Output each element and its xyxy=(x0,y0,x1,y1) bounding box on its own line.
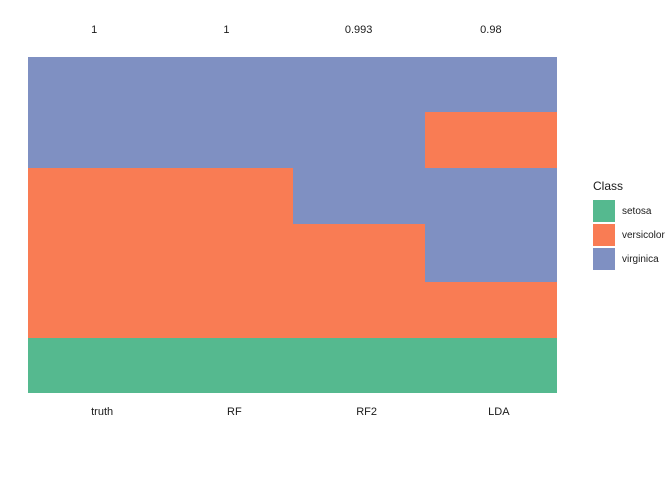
segment-setosa xyxy=(28,337,161,393)
segment-versicolor xyxy=(28,167,161,338)
legend: Class setosa versicolor virginica xyxy=(593,179,665,272)
legend-label-versicolor: versicolor xyxy=(622,229,665,241)
x-tick-label-RF2: RF2 xyxy=(356,406,378,418)
legend-label-setosa: setosa xyxy=(622,205,652,217)
legend-label-virginica: virginica xyxy=(622,253,659,265)
top-value-label-truth: 1 xyxy=(91,24,98,36)
segment-virginica xyxy=(424,168,557,283)
bar-column-RF xyxy=(160,57,293,393)
segment-virginica xyxy=(28,57,161,168)
legend-item-versicolor: versicolor xyxy=(593,224,665,246)
bar-column-truth xyxy=(28,57,161,393)
segment-virginica xyxy=(160,57,293,168)
legend-item-virginica: virginica xyxy=(593,248,665,270)
top-value-label-RF2: 0.993 xyxy=(344,24,373,36)
stacked-bar-plot-area xyxy=(28,57,557,393)
segment-virginica xyxy=(424,57,557,113)
segment-setosa xyxy=(424,337,557,393)
setosa-color-swatch xyxy=(593,200,615,222)
top-value-label-RF: 1 xyxy=(223,24,230,36)
bar-column-RF2 xyxy=(292,57,425,393)
legend-item-setosa: setosa xyxy=(593,200,665,222)
top-value-label-LDA: 0.98 xyxy=(480,24,502,36)
segment-versicolor xyxy=(424,282,557,338)
segment-setosa xyxy=(292,337,425,393)
versicolor-color-swatch xyxy=(593,224,615,246)
x-tick-label-RF: RF xyxy=(227,406,242,418)
x-tick-label-LDA: LDA xyxy=(488,406,510,418)
virginica-color-swatch xyxy=(593,248,615,270)
segment-versicolor xyxy=(292,223,425,338)
legend-title: Class xyxy=(593,179,624,193)
bar-column-LDA xyxy=(424,57,557,393)
segment-versicolor xyxy=(424,112,557,169)
segment-virginica xyxy=(292,57,425,224)
segment-setosa xyxy=(160,337,293,393)
segment-versicolor xyxy=(160,167,293,338)
legend-items: setosa versicolor virginica xyxy=(593,200,665,270)
x-tick-label-truth: truth xyxy=(91,406,114,418)
